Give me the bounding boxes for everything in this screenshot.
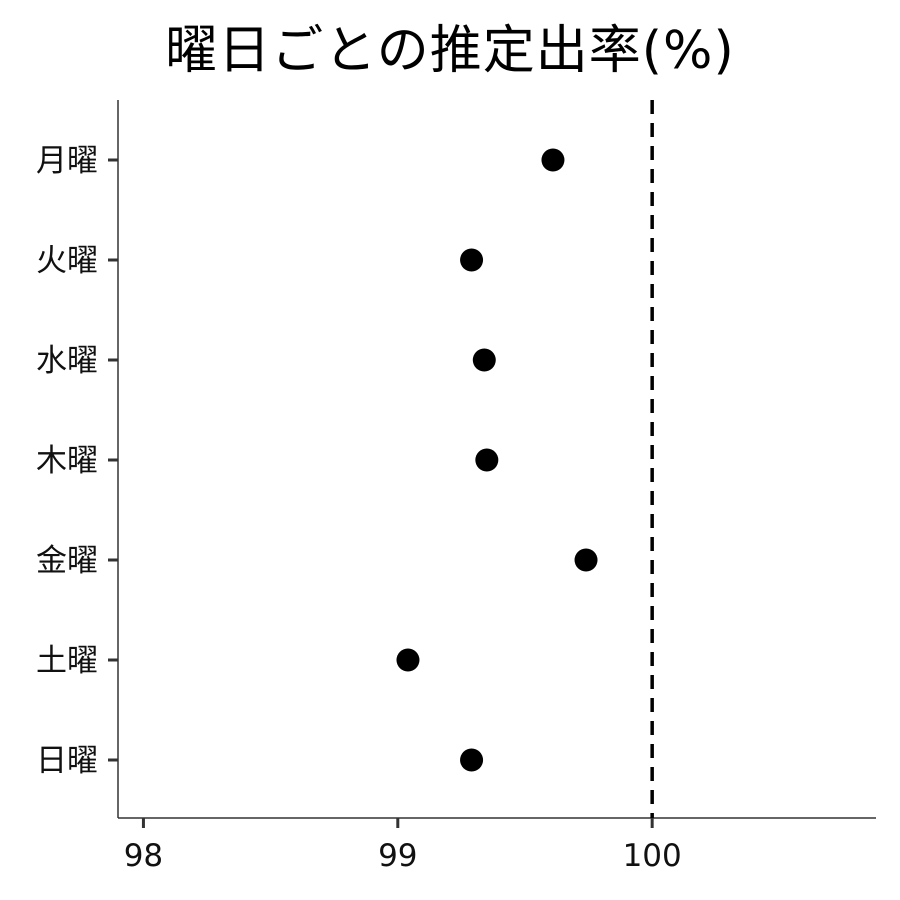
data-point: [460, 748, 484, 772]
y-tick-label: 日曜: [36, 743, 98, 779]
y-tick-label: 土曜: [36, 643, 98, 679]
data-point: [475, 448, 499, 472]
x-axis: 98 99 100: [124, 818, 682, 874]
x-tick-label: 100: [623, 838, 682, 874]
x-tick-label: 99: [378, 838, 417, 874]
y-tick-label: 金曜: [36, 543, 98, 579]
data-point: [460, 248, 484, 272]
chart-title: 曜日ごとの推定出率(%): [165, 21, 735, 81]
y-tick-label: 火曜: [36, 243, 98, 279]
data-point: [472, 348, 496, 372]
y-tick-label: 月曜: [36, 143, 98, 179]
y-tick-label: 木曜: [36, 443, 98, 479]
y-tick-label: 水曜: [36, 343, 98, 379]
x-tick-label: 98: [124, 838, 163, 874]
data-point: [541, 148, 565, 172]
data-point: [396, 648, 420, 672]
data-points: [396, 148, 598, 772]
data-point: [574, 548, 598, 572]
